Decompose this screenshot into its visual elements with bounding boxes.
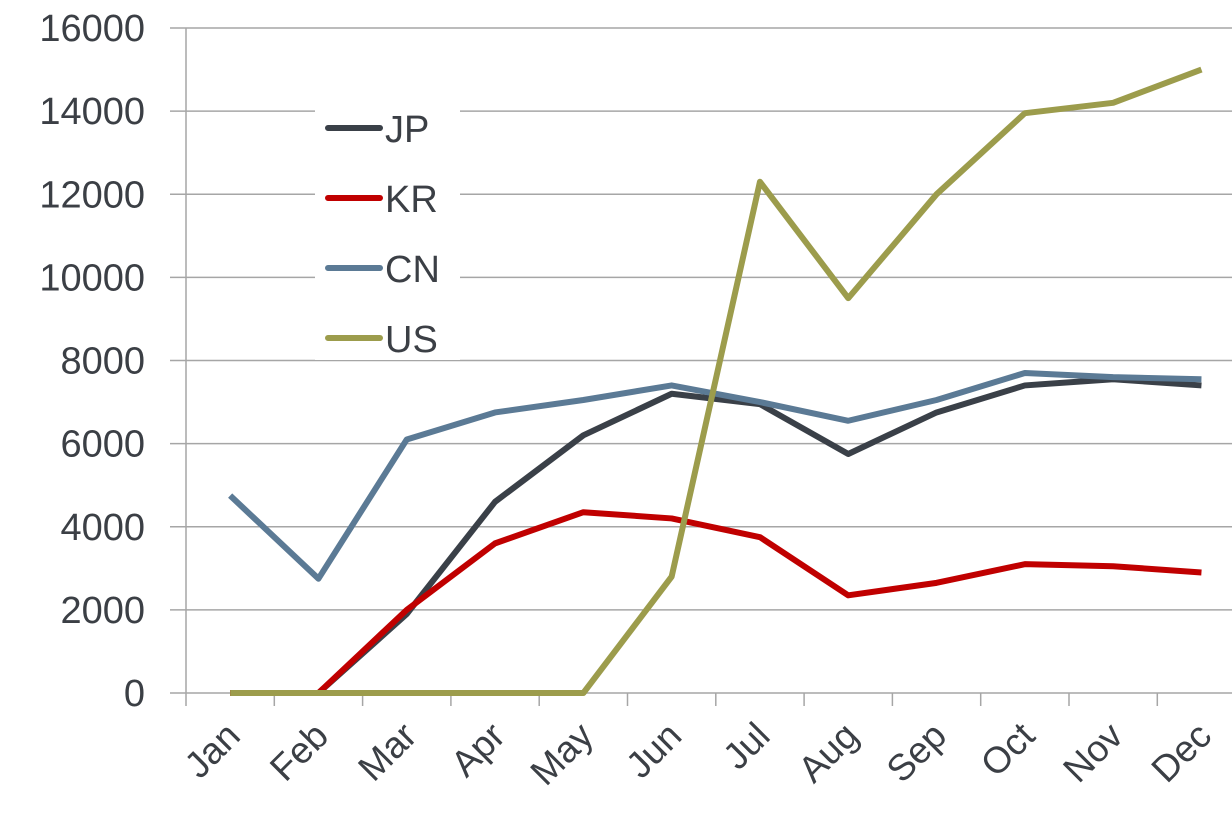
x-tick-label: Apr <box>443 715 513 785</box>
legend-label: JP <box>385 109 429 151</box>
y-tick-label: 0 <box>124 673 145 715</box>
y-tick-label: 4000 <box>60 507 145 549</box>
x-tick-label: Dec <box>1144 715 1220 791</box>
y-tick-label: 8000 <box>60 341 145 383</box>
legend-label: KR <box>385 179 438 221</box>
x-tick-label: Jun <box>618 715 689 786</box>
y-tick-label: 10000 <box>39 257 145 299</box>
y-tick-label: 2000 <box>60 590 145 632</box>
x-tick-label: Feb <box>262 715 336 789</box>
x-tick-label: Jan <box>177 715 248 786</box>
x-tick-label: Nov <box>1055 714 1131 790</box>
series-line <box>230 376 1202 696</box>
x-tick-label: May <box>523 714 602 793</box>
legend-box <box>315 95 460 360</box>
legend-label: US <box>385 319 438 361</box>
y-tick-label: 16000 <box>39 8 145 50</box>
y-tick-label: 6000 <box>60 424 145 466</box>
legend-label: CN <box>385 249 440 291</box>
y-tick-label: 12000 <box>39 174 145 216</box>
series-line <box>228 369 1202 582</box>
series-line <box>230 66 1203 696</box>
x-tick-label: Sep <box>879 715 955 791</box>
y-tick-label: 14000 <box>39 91 145 133</box>
x-tick-label: Aug <box>790 715 866 791</box>
x-tick-label: Mar <box>350 715 424 789</box>
series-line <box>230 509 1202 696</box>
x-tick-label: Jul <box>715 715 777 777</box>
x-tick-label: Oct <box>973 714 1043 784</box>
